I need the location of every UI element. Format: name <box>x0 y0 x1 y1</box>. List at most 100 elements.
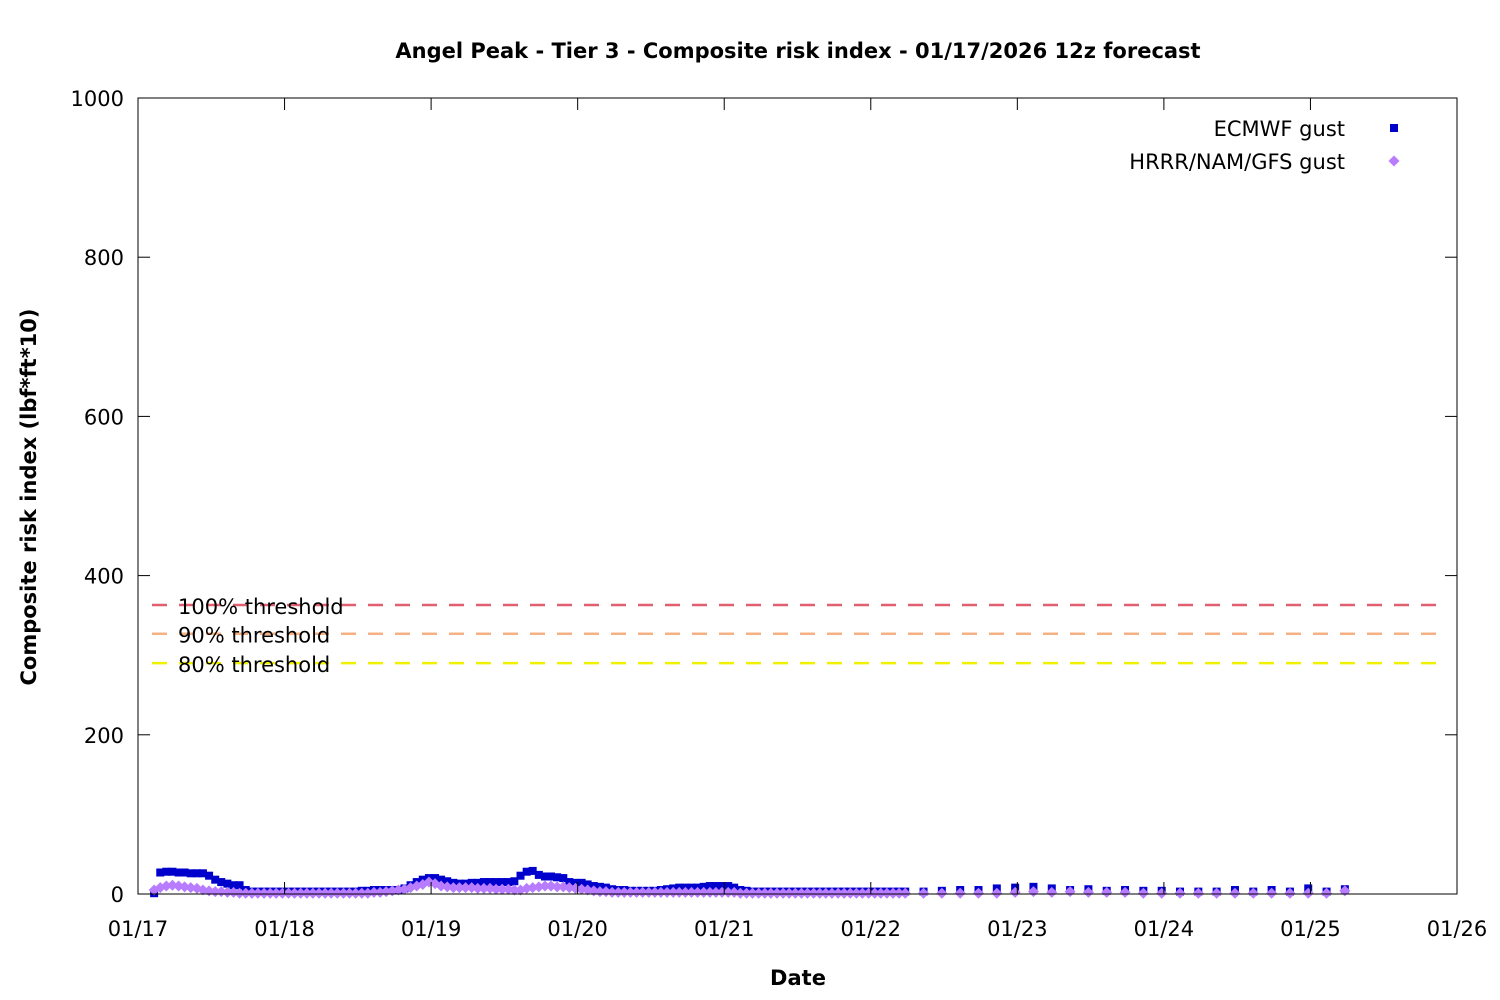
axis-ticks <box>137 97 1458 895</box>
data-point <box>356 887 368 899</box>
data-point <box>192 869 201 878</box>
threshold-label: 80% threshold <box>178 653 330 677</box>
data-point <box>540 872 549 881</box>
data-point <box>1101 886 1113 898</box>
data-point <box>223 879 232 888</box>
y-tick-label: 800 <box>84 246 124 270</box>
data-point <box>478 882 490 894</box>
data-point <box>1137 887 1149 899</box>
x-tick-label: 01/20 <box>547 917 608 941</box>
data-point <box>759 887 771 899</box>
data-point <box>174 868 183 877</box>
series-layer <box>148 866 1351 899</box>
y-axis-tick-labels: 0 200 400 600 800 1000 <box>71 87 124 907</box>
data-point <box>270 887 282 899</box>
x-tick-label: 01/23 <box>987 917 1048 941</box>
data-point <box>1156 887 1168 899</box>
data-point <box>972 887 984 899</box>
data-point <box>510 877 519 886</box>
data-point <box>246 887 258 899</box>
data-point <box>472 882 484 894</box>
data-point <box>498 878 507 887</box>
data-point <box>205 871 214 880</box>
data-point <box>740 887 752 899</box>
data-point <box>565 878 574 887</box>
data-point <box>705 882 714 891</box>
data-point <box>692 886 704 898</box>
data-point <box>331 887 343 899</box>
data-point <box>1266 887 1278 899</box>
data-point <box>655 886 667 898</box>
data-point <box>661 886 673 898</box>
data-point <box>850 887 862 899</box>
x-tick-label: 01/19 <box>401 917 462 941</box>
data-point <box>156 868 165 877</box>
y-tick-label: 600 <box>84 405 124 429</box>
data-point <box>307 887 319 899</box>
data-point <box>783 887 795 899</box>
data-point <box>492 878 501 887</box>
data-point <box>881 887 893 899</box>
data-point <box>844 887 856 899</box>
data-point <box>553 873 562 882</box>
data-point <box>198 869 207 878</box>
legend-marker <box>1390 124 1398 132</box>
data-point <box>1192 887 1204 899</box>
y-tick-label: 200 <box>84 724 124 748</box>
data-point <box>276 887 288 899</box>
plot-frame <box>137 97 1458 895</box>
data-point <box>217 878 226 887</box>
data-point <box>1302 887 1314 899</box>
data-point <box>289 887 301 899</box>
data-point <box>832 887 844 899</box>
data-point <box>887 887 899 899</box>
data-point <box>508 884 520 896</box>
data-point <box>559 874 568 883</box>
data-point <box>496 883 508 895</box>
x-tick-label: 01/26 <box>1427 917 1488 941</box>
data-point <box>718 882 727 891</box>
data-point <box>1211 887 1223 899</box>
data-point <box>789 887 801 899</box>
data-point <box>516 871 525 880</box>
x-tick-label: 01/24 <box>1134 917 1195 941</box>
data-point <box>1046 886 1058 898</box>
data-point <box>936 887 948 899</box>
legend: ECMWF gust HRRR/NAM/GFS gust <box>1129 117 1400 174</box>
data-point <box>528 866 537 875</box>
legend-label: ECMWF gust <box>1214 117 1345 141</box>
data-point <box>479 878 488 887</box>
threshold-labels: 100% threshold 90% threshold 80% threshold <box>178 595 344 677</box>
data-point <box>649 886 661 898</box>
data-point <box>313 887 325 899</box>
data-point <box>431 874 440 883</box>
data-point <box>624 886 636 898</box>
threshold-label: 100% threshold <box>178 595 344 619</box>
x-tick-label: 01/22 <box>841 917 902 941</box>
threshold-label: 90% threshold <box>178 624 330 648</box>
y-tick-label: 1000 <box>71 87 124 111</box>
x-axis-label: Date <box>770 966 826 990</box>
data-point <box>631 886 643 898</box>
data-point <box>899 887 911 899</box>
data-point <box>606 886 618 898</box>
data-point <box>863 887 875 899</box>
data-point <box>447 882 459 894</box>
data-point <box>264 887 276 899</box>
data-point <box>539 880 551 892</box>
data-point <box>667 886 679 898</box>
data-point <box>1321 887 1333 899</box>
data-point <box>234 887 246 899</box>
data-point <box>1119 886 1131 898</box>
y-axis-label: Composite risk index (lbf*ft*10) <box>17 308 41 685</box>
data-point <box>551 881 563 893</box>
data-point <box>460 882 472 894</box>
data-point <box>325 887 337 899</box>
data-point <box>673 886 685 898</box>
data-point <box>716 886 728 898</box>
data-point <box>490 883 502 895</box>
data-point <box>875 887 887 899</box>
data-point <box>301 887 313 899</box>
data-point <box>337 887 349 899</box>
